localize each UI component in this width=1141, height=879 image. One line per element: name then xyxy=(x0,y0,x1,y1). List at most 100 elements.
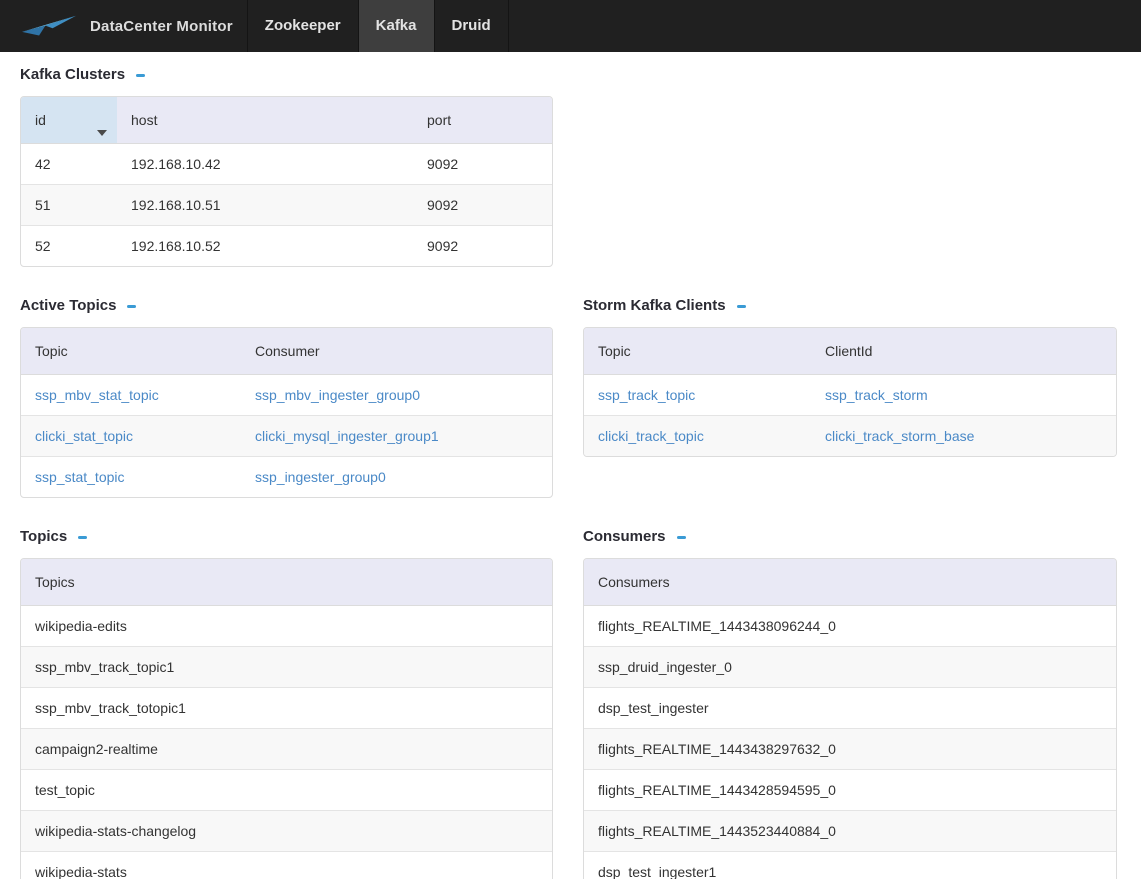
table-cell: ssp_track_storm xyxy=(811,375,1116,416)
column-header-label: id xyxy=(35,112,46,128)
storm-kafka-clients-table-wrap: Topic ClientId ssp_track_topic ssp_track_st… xyxy=(583,327,1117,457)
table-row: flights_REALTIME_1443428594595_0 xyxy=(584,769,1116,811)
table-row: ssp_track_topic ssp_track_storm xyxy=(584,375,1116,416)
consumers-table: Consumers flights_REALTIME_1443438096244_… xyxy=(584,559,1116,879)
table-cell: 9092 xyxy=(413,184,552,226)
collapse-icon[interactable] xyxy=(127,305,137,308)
column-header-port[interactable]: port xyxy=(413,97,552,144)
cell-link[interactable]: clicki_stat_topic xyxy=(35,428,134,444)
column-header-id[interactable]: id xyxy=(21,97,117,144)
table-row: wikipedia-stats xyxy=(21,851,552,879)
table-row: campaign2-realtime xyxy=(21,728,552,770)
table-cell: campaign2-realtime xyxy=(21,728,552,770)
table-cell: ssp_mbv_ingester_group0 xyxy=(241,375,552,416)
table-cell: wikipedia-edits xyxy=(35,618,127,634)
column-header-label: host xyxy=(131,112,158,128)
cell-link[interactable]: clicki_mysql_ingester_group1 xyxy=(255,428,439,444)
table-cell: clicki_mysql_ingester_group1 xyxy=(241,415,552,457)
table-cell: ssp_track_topic xyxy=(584,375,811,416)
tab-kafka[interactable]: Kafka xyxy=(357,0,434,52)
collapse-icon[interactable] xyxy=(78,536,88,539)
cell-link[interactable]: clicki_track_storm_base xyxy=(825,428,975,444)
column-header-label: port xyxy=(427,112,452,128)
table-cell: ssp_stat_topic xyxy=(21,456,241,497)
kafka-clusters-table: id host port 42 192.168.10.42 9092 51 192.168.1… xyxy=(21,97,552,266)
collapse-icon[interactable] xyxy=(136,74,146,77)
table-row: clicki_stat_topic clicki_mysql_ingester_g… xyxy=(21,415,552,457)
section-topics: Topics Topics wikipedia-edits ssp_mbv_trac… xyxy=(20,528,553,879)
section-title-kafka-clusters: Kafka Clusters xyxy=(20,66,126,83)
column-header-host[interactable]: host xyxy=(117,97,413,144)
tab-druid[interactable]: Druid xyxy=(433,0,509,52)
column-header-topic[interactable]: Topic xyxy=(21,328,241,375)
table-row: ssp_druid_ingester_0 xyxy=(584,646,1116,688)
table-cell: clicki_track_storm_base xyxy=(811,415,1116,456)
section-title-topics: Topics xyxy=(20,528,68,545)
column-header-consumers[interactable]: Consumers xyxy=(584,559,1116,606)
table-row: test_topic xyxy=(21,769,552,811)
active-topics-table-wrap: Topic Consumer ssp_mbv_stat_topic ssp_mbv_i… xyxy=(20,327,553,498)
cell-link[interactable]: clicki_track_topic xyxy=(598,428,704,444)
table-row: ssp_mbv_track_topic1 xyxy=(21,646,552,688)
section-kafka-clusters: Kafka Clusters id host port 42 192.168.10.42… xyxy=(20,66,553,267)
table-cell: 51 xyxy=(21,184,117,226)
table-cell: ssp_ingester_group0 xyxy=(241,456,552,497)
table-cell: wikipedia-stats-changelog xyxy=(21,810,552,852)
topics-table: Topics wikipedia-edits ssp_mbv_track_topic… xyxy=(21,559,552,879)
table-cell: 9092 xyxy=(413,225,552,266)
tab-zookeeper[interactable]: Zookeeper xyxy=(246,0,358,52)
table-cell: flights_REALTIME_1443523440884_0 xyxy=(584,810,1116,852)
table-cell: 192.168.10.52 xyxy=(117,225,413,266)
cell-link[interactable]: ssp_mbv_stat_topic xyxy=(35,387,159,403)
table-cell: ssp_mbv_stat_topic xyxy=(21,375,241,416)
table-row: ssp_stat_topic ssp_ingester_group0 xyxy=(21,456,552,497)
table-cell: 42 xyxy=(35,156,51,172)
brand-title[interactable]: DataCenter Monitor xyxy=(90,17,233,35)
cell-link[interactable]: ssp_stat_topic xyxy=(35,469,125,485)
consumers-table-wrap: Consumers flights_REALTIME_1443438096244_… xyxy=(583,558,1117,879)
table-cell: wikipedia-stats xyxy=(21,851,552,879)
table-cell: 192.168.10.51 xyxy=(117,184,413,226)
table-row: 42 192.168.10.42 9092 xyxy=(21,144,552,185)
table-cell: flights_REALTIME_1443438096244_0 xyxy=(598,618,836,634)
storm-kafka-clients-table: Topic ClientId ssp_track_topic ssp_track_st… xyxy=(584,328,1116,456)
collapse-icon[interactable] xyxy=(676,536,686,539)
column-header-topics[interactable]: Topics xyxy=(21,559,552,606)
cell-link[interactable]: ssp_track_storm xyxy=(825,387,928,403)
table-row: clicki_track_topic clicki_track_storm_bas… xyxy=(584,415,1116,456)
table-cell: ssp_mbv_track_topic1 xyxy=(21,646,552,688)
navbar: DataCenter Monitor Zookeeper Kafka Druid xyxy=(0,0,1141,52)
brand[interactable]: DataCenter Monitor xyxy=(0,0,247,52)
section-title-active-topics: Active Topics xyxy=(20,297,117,314)
column-header-label: Topics xyxy=(35,574,75,590)
section-title-consumers: Consumers xyxy=(583,528,666,545)
column-header-topic[interactable]: Topic xyxy=(584,328,811,375)
main-content: Kafka Clusters id host port 42 192.168.10.42… xyxy=(0,52,1141,879)
navbar-tabs: Zookeeper Kafka Druid xyxy=(246,0,509,52)
section-storm-kafka-clients: Storm Kafka Clients Topic ClientId ssp_tra… xyxy=(583,297,1117,457)
table-row: 52 192.168.10.52 9092 xyxy=(21,225,552,266)
column-header-label: Consumers xyxy=(598,574,670,590)
kafka-clusters-table-wrap: id host port 42 192.168.10.42 9092 51 192.168.1… xyxy=(20,96,553,267)
table-cell: flights_REALTIME_1443438297632_0 xyxy=(584,728,1116,770)
topics-table-wrap: Topics wikipedia-edits ssp_mbv_track_topic… xyxy=(20,558,553,879)
cell-link[interactable]: ssp_mbv_ingester_group0 xyxy=(255,387,420,403)
table-row: flights_REALTIME_1443438096244_0 xyxy=(584,606,1116,647)
table-cell: dsp_test_ingester xyxy=(584,687,1116,729)
table-cell: test_topic xyxy=(21,769,552,811)
column-header-consumer[interactable]: Consumer xyxy=(241,328,552,375)
table-cell: clicki_track_topic xyxy=(584,415,811,456)
column-header-label: Topic xyxy=(598,343,631,359)
column-header-clientid[interactable]: ClientId xyxy=(811,328,1116,375)
table-cell: ssp_mbv_track_totopic1 xyxy=(21,687,552,729)
cell-link[interactable]: ssp_ingester_group0 xyxy=(255,469,386,485)
table-row: flights_REALTIME_1443438297632_0 xyxy=(584,728,1116,770)
section-title-storm-kafka-clients: Storm Kafka Clients xyxy=(583,297,726,314)
collapse-icon[interactable] xyxy=(736,305,746,308)
table-row: dsp_test_ingester xyxy=(584,687,1116,729)
table-row: dsp_test_ingester1 xyxy=(584,851,1116,879)
section-consumers: Consumers Consumers flights_REALTIME_1443… xyxy=(583,528,1117,879)
cell-link[interactable]: ssp_track_topic xyxy=(598,387,696,403)
table-cell: clicki_stat_topic xyxy=(21,415,241,457)
column-header-label: Topic xyxy=(35,343,68,359)
